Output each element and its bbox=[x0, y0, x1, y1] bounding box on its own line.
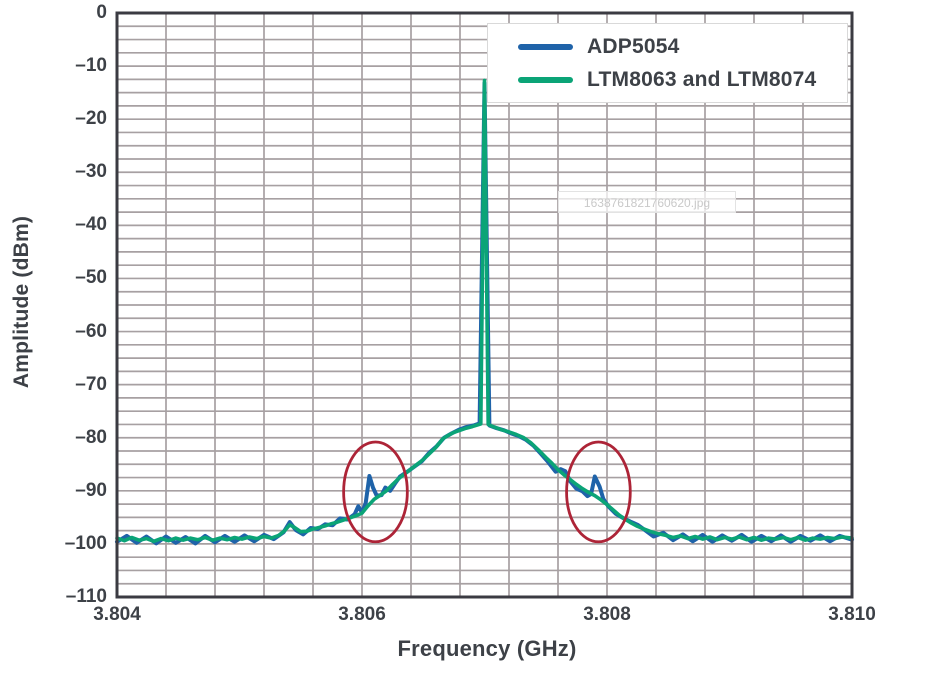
legend-line-swatch-adp5054 bbox=[518, 43, 573, 50]
watermark-filename: 1638761821760620.jpg bbox=[558, 191, 736, 213]
y-tick-label: –30 bbox=[75, 161, 107, 183]
legend: ADP5054 LTM8063 and LTM8074 bbox=[487, 23, 848, 103]
y-tick-label: –40 bbox=[75, 214, 107, 236]
spur-highlight-ellipse bbox=[342, 440, 409, 544]
x-tick-label: 3.810 bbox=[828, 604, 876, 625]
spur-highlight-ellipse bbox=[565, 440, 632, 544]
x-tick-label: 3.806 bbox=[338, 604, 386, 625]
legend-item-adp5054: ADP5054 bbox=[518, 35, 847, 59]
y-tick-label: –110 bbox=[65, 586, 107, 607]
y-tick-label: –80 bbox=[75, 426, 107, 448]
y-tick-label: –60 bbox=[75, 320, 107, 342]
legend-line-swatch-ltm8063-ltm8074 bbox=[518, 76, 573, 83]
y-tick-label: –20 bbox=[75, 108, 107, 130]
y-tick-label: –100 bbox=[64, 532, 107, 554]
trace-ltm8063-and-ltm8074 bbox=[115, 78, 854, 544]
legend-label-ltm8063-ltm8074: LTM8063 and LTM8074 bbox=[587, 67, 817, 91]
legend-item-ltm8063-ltm8074: LTM8063 and LTM8074 bbox=[518, 68, 847, 92]
legend-label-adp5054: ADP5054 bbox=[587, 34, 680, 58]
x-axis-title: Frequency (GHz) bbox=[397, 636, 577, 661]
y-tick-label: –90 bbox=[75, 479, 107, 501]
y-tick-label: –70 bbox=[75, 373, 107, 395]
y-tick-label: –10 bbox=[75, 55, 107, 77]
y-tick-label: 0 bbox=[96, 2, 107, 23]
plot-frame bbox=[115, 11, 854, 599]
x-tick-label: 3.804 bbox=[93, 604, 141, 625]
x-tick-label: 3.808 bbox=[583, 604, 631, 625]
y-tick-label: –50 bbox=[75, 267, 107, 289]
